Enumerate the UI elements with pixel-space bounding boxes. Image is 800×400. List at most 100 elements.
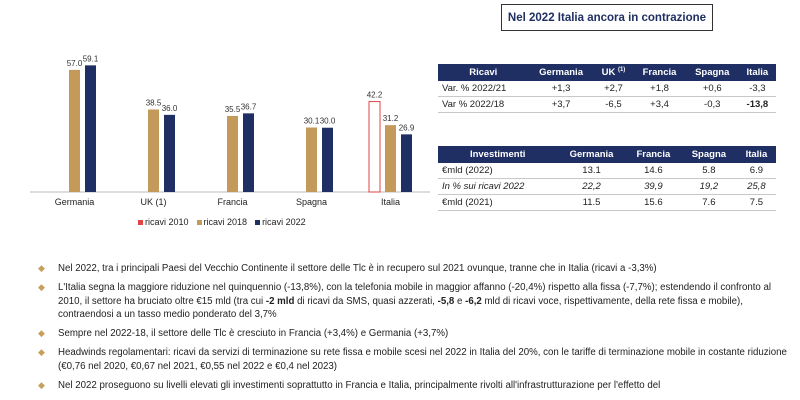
row-label: In % sui ricavi 2022: [438, 178, 558, 195]
x-tick-label: Francia: [217, 197, 247, 207]
bar: [85, 65, 96, 192]
table-row: Var. % 2022/21 +1,3 +2,7 +1,8 +0,6 -3,3: [438, 81, 776, 97]
bullet-item: ◆ Headwinds regolamentari: ricavi da ser…: [38, 346, 790, 374]
bar: [368, 101, 381, 193]
investimenti-header-row: Investimenti Germania Francia Spagna Ita…: [438, 146, 776, 163]
bar: [306, 127, 317, 192]
legend-swatch-2022: [255, 219, 261, 225]
cell: 25,8: [736, 178, 776, 195]
bar: [243, 113, 254, 192]
investimenti-header-spagna: Spagna: [680, 146, 737, 163]
diamond-bullet-icon: ◆: [38, 328, 45, 339]
legend-item-2018: ricavi 2018: [196, 217, 247, 227]
diamond-bullet-icon: ◆: [38, 281, 45, 292]
cell: +1,3: [528, 81, 594, 97]
cell: +1,8: [633, 81, 686, 97]
cell: 14.6: [625, 163, 681, 179]
bullet-bold: -5,8: [437, 295, 455, 307]
bar: [227, 115, 238, 192]
bar: [69, 69, 80, 192]
bar: [401, 134, 412, 192]
bullet-text: Sempre nel 2022-18, il settore delle Tlc…: [58, 328, 449, 340]
cell: 7.5: [736, 194, 776, 211]
bullet-bold: -6,2: [465, 295, 482, 307]
cell: 6.9: [736, 163, 776, 179]
x-tick-label: Spagna: [296, 197, 327, 207]
title-box: Nel 2022 Italia ancora in contrazione: [501, 4, 713, 31]
investimenti-header-label: Investimenti: [438, 146, 558, 163]
ricavi-header-francia: Francia: [633, 64, 686, 81]
table-row: €mld (2022) 13.1 14.6 5.8 6.9: [438, 163, 776, 179]
table-row: In % sui ricavi 2022 22,2 39,9 19,2 25,8: [438, 178, 776, 195]
x-tick-label: UK (1): [140, 197, 166, 207]
legend-item-2022: ricavi 2022: [255, 217, 306, 227]
bullet-text: Nel 2022 proseguono su livelli elevati g…: [58, 379, 661, 391]
cell: 19,2: [680, 178, 737, 195]
bullet-text: Nel 2022, tra i principali Paesi del Vec…: [58, 263, 657, 274]
ricavi-header-germania: Germania: [528, 64, 594, 81]
ricavi-header-row: Ricavi Germania UK (1) Francia Spagna It…: [438, 64, 776, 81]
cell: 22,2: [557, 178, 626, 195]
data-label: 42.2: [367, 91, 383, 100]
cell: -13,8: [738, 96, 776, 113]
bullet-text-part: mld di ricavi voce, rispettivamente, del…: [58, 295, 743, 321]
chart-legend: ricavi 2010 ricavi 2018 ricavi 2022: [138, 217, 306, 227]
ricavi-header-label: Ricavi: [438, 64, 529, 81]
cell: +3,4: [633, 96, 686, 113]
row-label: €mld (2021): [438, 194, 558, 211]
ricavi-table: Ricavi Germania UK (1) Francia Spagna It…: [438, 64, 776, 113]
data-label: 36.7: [241, 102, 257, 111]
bullet-item: ◆ Nel 2022, tra i principali Paesi del V…: [38, 262, 790, 276]
bullet-item: ◆ Sempre nel 2022-18, il settore delle T…: [38, 327, 790, 341]
revenue-bar-chart: Germania 57.0 59.1 UK (1) 38.536.0 Francia 35.…: [30, 54, 430, 207]
cell: -3,3: [738, 81, 776, 97]
data-label: 26.9: [399, 123, 415, 132]
diamond-bullet-icon: ◆: [38, 263, 45, 273]
cell: -6,5: [593, 96, 634, 113]
legend-label-2022: ricavi 2022: [262, 217, 306, 227]
bullet-text: L'Italia segna la maggiore riduzione nel…: [58, 281, 790, 322]
data-label: 57.0: [67, 59, 83, 68]
cell: 5.8: [680, 163, 737, 179]
row-label: €mld (2022): [438, 163, 558, 179]
ricavi-header-uk: UK (1): [593, 64, 634, 81]
investimenti-header-germania: Germania: [557, 146, 626, 163]
cell: +2,7: [593, 81, 634, 97]
bar: [164, 114, 175, 192]
data-label: 30.0: [320, 117, 336, 126]
investimenti-header-francia: Francia: [625, 146, 681, 163]
bullet-bold: -2 mld: [265, 295, 295, 307]
diamond-bullet-icon: ◆: [38, 379, 45, 390]
data-label: 38.5: [146, 99, 162, 108]
data-label: 59.1: [83, 54, 99, 63]
ricavi-header-uk-sup: (1): [617, 66, 626, 73]
data-label: 35.5: [225, 105, 241, 114]
ricavi-header-italia: Italia: [738, 64, 776, 81]
x-tick-label: Italia: [381, 197, 400, 207]
table-row: Var % 2022/18 +3,7 -6,5 +3,4 -0,3 -13,8: [438, 96, 776, 113]
cell: -0,3: [685, 96, 739, 113]
bullet-text: Headwinds regolamentari: ricavi da servi…: [58, 346, 787, 372]
diamond-bullet-icon: ◆: [38, 346, 45, 357]
bullet-text-part: di ricavi da SMS, quasi azzerati,: [294, 295, 438, 307]
row-label: Var. % 2022/21: [438, 81, 529, 97]
x-tick-label: Germania: [55, 197, 95, 207]
bullet-item: ◆ Nel 2022 proseguono su livelli elevati…: [38, 379, 790, 393]
legend-label-2010: ricavi 2010: [145, 217, 189, 227]
bullet-list: ◆ Nel 2022, tra i principali Paesi del V…: [38, 262, 790, 397]
ricavi-header-spagna: Spagna: [685, 64, 739, 81]
cell: 11.5: [557, 194, 626, 211]
table-row: €mld (2021) 11.5 15.6 7.6 7.5: [438, 194, 776, 211]
row-label: Var % 2022/18: [438, 96, 529, 113]
cell: 13.1: [557, 163, 626, 179]
bullet-item: ◆ L'Italia segna la maggiore riduzione n…: [38, 281, 790, 322]
data-label: 31.2: [383, 114, 399, 123]
cell: 15.6: [625, 194, 681, 211]
legend-swatch-2018: [196, 219, 202, 225]
bar: [322, 127, 333, 192]
bullet-text-part: e: [454, 295, 466, 307]
cell: +0,6: [685, 81, 739, 97]
investimenti-table: Investimenti Germania Francia Spagna Ita…: [438, 146, 776, 211]
bar: [385, 125, 396, 192]
bullet-text-part: L'Italia segna la maggiore riduzione nel…: [58, 281, 772, 307]
